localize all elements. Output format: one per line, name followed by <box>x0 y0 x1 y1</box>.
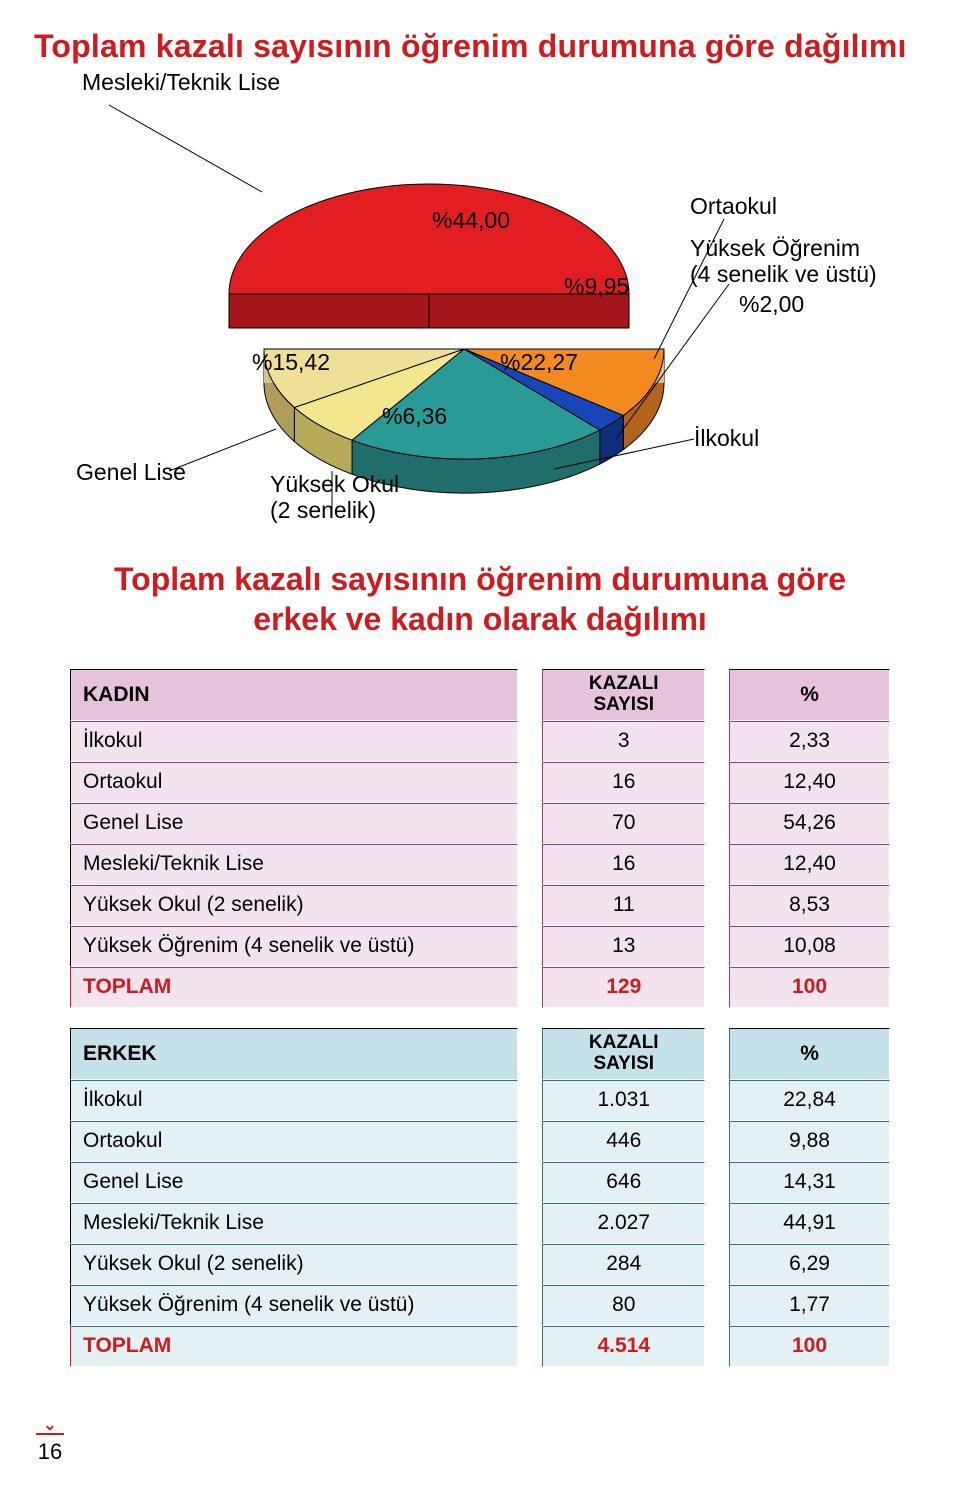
table-row-val: 646 <box>542 1162 705 1203</box>
table-row-pct: 6,29 <box>729 1244 890 1285</box>
chart-pct-meslek: %44,00 <box>432 207 510 234</box>
table-total terra-pct: 100 <box>729 1326 890 1367</box>
table-header-label: ERKEK <box>70 1028 518 1080</box>
table-total-val: 4.514 <box>542 1326 705 1367</box>
chart-pct-genel-lise: %15,42 <box>252 349 330 376</box>
table-header-pct: % <box>729 669 890 721</box>
table-row-val: 16 <box>542 762 705 803</box>
table-row-label: Mesleki/Teknik Lise <box>70 844 518 885</box>
page-footer: ⌄ 16 <box>36 1420 64 1465</box>
table-row-val: 1.031 <box>542 1080 705 1121</box>
table-row-val: 11 <box>542 885 705 926</box>
table-row-pct: 12,40 <box>729 762 890 803</box>
chart-label-genel-lise: Genel Lise <box>76 459 186 486</box>
chart-label-ilkokul: İlkokul <box>694 425 759 452</box>
table-total terra-pct: 100 <box>729 967 890 1008</box>
pie-chart: Mesleki/Teknik Lise %44,00 Ortaokul %9,9… <box>34 69 914 523</box>
pie-side-meslek-left <box>229 294 429 328</box>
table-row-label: Mesleki/Teknik Lise <box>70 1203 518 1244</box>
table-row-label: Yüksek Okul (2 senelik) <box>70 885 518 926</box>
table-row-val: 13 <box>542 926 705 967</box>
table-row-val: 3 <box>542 721 705 762</box>
table-header-val: KAZALISAYISI <box>542 669 705 721</box>
table-row-pct: 14,31 <box>729 1162 890 1203</box>
kadin-table: KADIN KAZALISAYISI% İlkokul 3 2,33 Ortaokul 16… <box>70 669 890 1008</box>
table-row-label: Ortaokul <box>70 762 518 803</box>
subtitle-line2: erkek ve kadın olarak dağılımı <box>253 601 707 637</box>
leader-meslek <box>109 105 262 192</box>
erkek-table: ERKEK KAZALISAYISI% İlkokul 1.031 22,84 Ortao… <box>70 1028 890 1367</box>
chart-pct-yuksek-okul: %6,36 <box>382 403 447 430</box>
table-row-label: Genel Lise <box>70 1162 518 1203</box>
table-row-pct: 9,88 <box>729 1121 890 1162</box>
table-row-val: 16 <box>542 844 705 885</box>
table-row-val: 446 <box>542 1121 705 1162</box>
table-row-val: 2.027 <box>542 1203 705 1244</box>
page-number: 16 <box>38 1437 62 1465</box>
table-row-pct: 22,84 <box>729 1080 890 1121</box>
table-row-pct: 54,26 <box>729 803 890 844</box>
chart-label-yuksek-ogrenim-l2: (4 senelik ve üstü) <box>690 261 877 288</box>
table-row-pct: 2,33 <box>729 721 890 762</box>
table-header-pct: % <box>729 1028 890 1080</box>
page-title: Toplam kazalı sayısının öğrenim durumuna… <box>34 28 926 65</box>
chart-label-yuksek-okul-l1: Yüksek Okul <box>270 471 399 498</box>
chart-label-meslek: Mesleki/Teknik Lise <box>82 69 280 96</box>
table-header-val: KAZALISAYISI <box>542 1028 705 1080</box>
table-row-pct: 44,91 <box>729 1203 890 1244</box>
table-row-label: Yüksek Okul (2 senelik) <box>70 1244 518 1285</box>
table-row-val: 284 <box>542 1244 705 1285</box>
table-row-pct: 10,08 <box>729 926 890 967</box>
table-total-label: TOPLAM <box>70 967 518 1008</box>
table-row-val: 80 <box>542 1285 705 1326</box>
table-row-label: İlkokul <box>70 721 518 762</box>
chart-label-ortaokul: Ortaokul <box>690 193 777 220</box>
table-row-label: Genel Lise <box>70 803 518 844</box>
table-row-label: İlkokul <box>70 1080 518 1121</box>
chart-pct-ortaokul: %9,95 <box>564 273 629 300</box>
subtitle-line1: Toplam kazalı sayısının öğrenim durumuna… <box>114 561 846 597</box>
table-row-pct: 12,40 <box>729 844 890 885</box>
chart-label-yuksek-okul-l2: (2 senelik) <box>270 497 376 524</box>
table-row-label: Yüksek Öğrenim (4 senelik ve üstü) <box>70 1285 518 1326</box>
table-header-label: KADIN <box>70 669 518 721</box>
chart-pct-yuksek-ogrenim: %2,00 <box>739 291 804 318</box>
table-total-val: 129 <box>542 967 705 1008</box>
tables-container: KADIN KAZALISAYISI% İlkokul 3 2,33 Ortaokul 16… <box>70 669 890 1367</box>
chart-label-yuksek-ogrenim-l1: Yüksek Öğrenim <box>690 235 860 262</box>
table-row-pct: 1,77 <box>729 1285 890 1326</box>
footer-divider <box>36 1433 64 1435</box>
table-row-val: 70 <box>542 803 705 844</box>
table-row-label: Ortaokul <box>70 1121 518 1162</box>
chevron-down-icon: ⌄ <box>43 1420 56 1431</box>
table-row-pct: 8,53 <box>729 885 890 926</box>
table-total-label: TOPLAM <box>70 1326 518 1367</box>
chart-pct-ilkokul: %22,27 <box>500 349 578 376</box>
table-row-label: Yüksek Öğrenim (4 senelik ve üstü) <box>70 926 518 967</box>
section-subtitle: Toplam kazalı sayısının öğrenim durumuna… <box>34 559 926 639</box>
